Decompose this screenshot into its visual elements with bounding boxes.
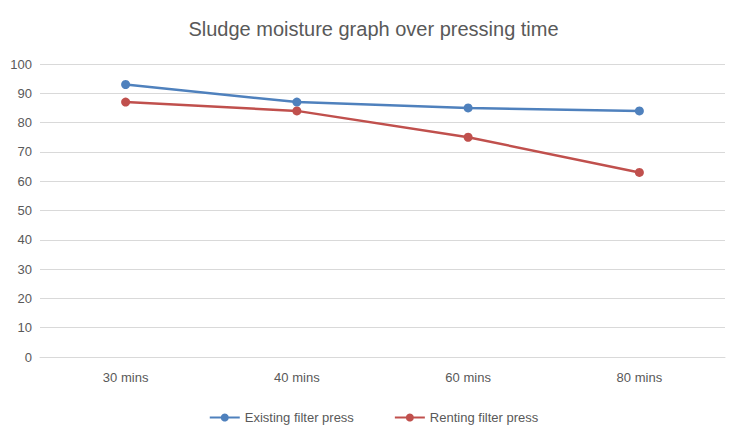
svg-text:30: 30 <box>18 262 32 277</box>
svg-text:100: 100 <box>10 57 32 72</box>
svg-text:80 mins: 80 mins <box>617 370 663 385</box>
svg-text:60: 60 <box>18 174 32 189</box>
svg-text:Existing filter press: Existing filter press <box>245 410 355 425</box>
svg-text:40 mins: 40 mins <box>274 370 320 385</box>
svg-text:80: 80 <box>18 115 32 130</box>
svg-text:20: 20 <box>18 291 32 306</box>
svg-text:60 mins: 60 mins <box>445 370 491 385</box>
svg-text:50: 50 <box>18 203 32 218</box>
svg-text:70: 70 <box>18 144 32 159</box>
svg-text:90: 90 <box>18 86 32 101</box>
svg-text:Renting filter press: Renting filter press <box>430 410 539 425</box>
svg-text:30 mins: 30 mins <box>103 370 149 385</box>
svg-text:10: 10 <box>18 320 32 335</box>
svg-text:0: 0 <box>25 350 32 365</box>
svg-text:Sludge moisture graph over pre: Sludge moisture graph over pressing time <box>188 18 558 40</box>
svg-text:40: 40 <box>18 232 32 247</box>
